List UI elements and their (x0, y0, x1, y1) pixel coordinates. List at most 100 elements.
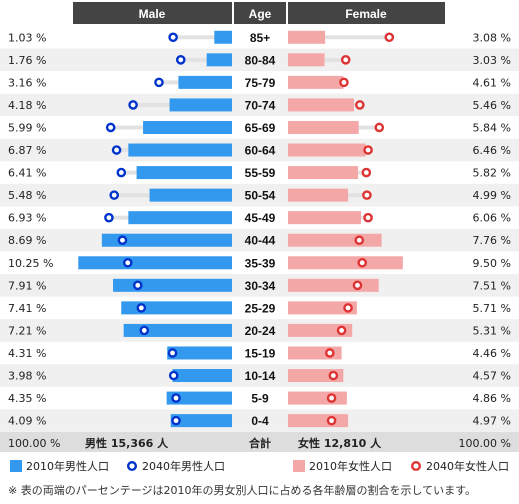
legend-ring (126, 461, 137, 472)
row-background (0, 93, 519, 117)
male-2040-marker (104, 212, 114, 223)
female-header: Female (345, 7, 387, 21)
male-pct-label: 1.76 % (8, 54, 46, 67)
legend-swatch (293, 460, 305, 472)
row-background (0, 48, 519, 72)
female-2010-bar (288, 120, 359, 134)
female-2010-bar (288, 143, 366, 157)
female-pct-label: 9.50 % (473, 257, 511, 270)
male-2040-marker (175, 55, 186, 65)
age-header-bg (234, 2, 286, 24)
total-row-bg (0, 432, 519, 452)
male-pct-label: 4.31 % (8, 347, 46, 360)
female-2010-bar (288, 233, 382, 247)
male-2010-bar (167, 346, 232, 360)
total-male-pct: 100.00 % (8, 437, 60, 450)
male-2040-marker (105, 122, 116, 133)
male-pct-label: 3.16 % (8, 76, 46, 89)
male-pct-label: 1.03 % (8, 31, 46, 44)
male-2010-bar (121, 301, 232, 315)
legend-label: 2010年男性人口 (26, 459, 109, 473)
row-background (0, 183, 519, 207)
age-label: 50-54 (245, 189, 276, 203)
female-2040-marker (336, 325, 347, 336)
male-2010-bar (206, 53, 232, 67)
female-2040-marker (363, 145, 373, 155)
female-pct-label: 6.46 % (473, 144, 511, 157)
female-2010-bar (288, 75, 344, 89)
male-pct-label: 6.41 % (8, 167, 46, 180)
male-pct-label: 3.98 % (8, 370, 46, 383)
age-label: 0-4 (251, 414, 269, 428)
male-2010-bar (101, 233, 232, 247)
male-2040-marker (136, 303, 147, 313)
male-2010-bar (166, 391, 232, 405)
total-female-pct: 100.00 % (459, 437, 511, 450)
age-label: 20-24 (245, 324, 276, 338)
male-pct-label: 10.25 % (8, 257, 53, 270)
male-2010-bar (172, 369, 232, 383)
male-track (173, 35, 232, 40)
male-header-bg (73, 2, 232, 24)
female-pct-label: 7.76 % (473, 234, 511, 247)
age-label: 75-79 (245, 76, 276, 90)
total-age-label: 合計 (249, 436, 271, 450)
male-2040-marker (171, 393, 181, 403)
total-row: 100.00 % 男性 15,366 人 合計 女性 12,810 人 100.… (0, 432, 519, 452)
male-2040-marker (168, 370, 179, 381)
female-2010-bar (288, 301, 357, 315)
female-2040-marker (328, 370, 339, 381)
female-2040-marker (354, 235, 365, 246)
age-label: 85+ (250, 31, 270, 45)
female-2010-bar (288, 369, 344, 383)
female-pct-label: 3.03 % (473, 54, 511, 67)
female-2040-marker (326, 415, 337, 426)
age-label: 5-9 (251, 392, 269, 406)
female-pct-label: 3.08 % (473, 31, 511, 44)
female-2040-marker (352, 280, 363, 291)
female-2040-marker (340, 55, 351, 65)
data-rows: 1.03 % 85+ 3.08 % 1.76 % 80-84 3.03 % 3.16 % 75… (0, 30, 519, 432)
female-2010-bar (288, 256, 403, 270)
female-pct-label: 6.06 % (473, 212, 511, 225)
female-pct-label: 5.71 % (473, 302, 511, 315)
female-pct-label: 5.82 % (473, 167, 511, 180)
female-2010-bar (288, 323, 353, 337)
female-2040-marker (326, 393, 337, 403)
female-2010-bar (288, 166, 359, 180)
age-label: 40-44 (245, 234, 276, 248)
male-pct-label: 8.69 % (8, 234, 46, 247)
male-2040-marker (154, 77, 164, 88)
female-pct-label: 5.84 % (473, 121, 511, 134)
male-pct-label: 7.41 % (8, 302, 46, 315)
female-2040-marker (361, 167, 372, 178)
male-2010-bar (214, 30, 232, 44)
male-pct-label: 5.48 % (8, 189, 46, 202)
male-pct-label: 4.09 % (8, 415, 46, 428)
male-2010-bar (170, 414, 232, 428)
legend-ring (411, 461, 422, 472)
female-2010-bar (288, 188, 349, 202)
male-2040-marker (167, 348, 178, 358)
male-2040-marker (111, 145, 122, 155)
header-row: Male Age Female (73, 2, 445, 24)
row-background (0, 364, 519, 387)
age-label: 15-19 (245, 346, 276, 360)
female-2040-marker (339, 77, 349, 88)
male-2010-bar (128, 143, 232, 157)
female-2040-marker (363, 212, 373, 223)
male-2010-bar (128, 211, 232, 225)
age-label: 30-34 (245, 279, 276, 293)
female-2040-marker (355, 100, 365, 110)
female-2040-marker (374, 122, 385, 133)
female-2010-bar (288, 53, 325, 67)
age-label: 25-29 (245, 301, 276, 315)
female-2040-marker (357, 257, 368, 268)
female-pct-label: 4.97 % (473, 415, 511, 428)
legend-swatch (10, 460, 22, 472)
female-track (288, 35, 390, 40)
male-2040-marker (109, 190, 120, 200)
female-2010-bar (288, 98, 354, 112)
male-pct-label: 7.91 % (8, 279, 46, 292)
male-header: Male (139, 7, 166, 21)
